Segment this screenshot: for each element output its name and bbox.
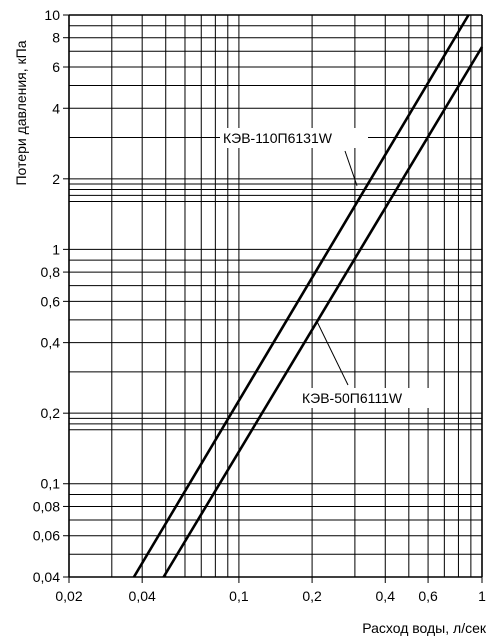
x-tick-label: 0,2 xyxy=(302,588,322,604)
y-tick-label: 4 xyxy=(52,100,60,116)
y-tick-label: 0,4 xyxy=(41,335,61,351)
y-tick-label: 10 xyxy=(44,7,60,23)
y-axis-title: Потери давления, кПа xyxy=(13,40,29,185)
y-tick-label: 6 xyxy=(52,59,60,75)
x-axis-title: Расход воды, л/сек xyxy=(362,620,487,636)
x-tick-label: 0,1 xyxy=(229,588,249,604)
series-line-2 xyxy=(162,46,484,578)
x-tick-label: 0,6 xyxy=(418,588,438,604)
annotation-bg xyxy=(298,388,438,408)
y-tick-label: 0,1 xyxy=(41,476,61,492)
grid xyxy=(68,14,483,578)
y-tick-label: 0,6 xyxy=(41,293,61,309)
series-label-1: КЭВ-110П6131W xyxy=(223,130,333,146)
y-tick-label: 0,04 xyxy=(33,569,60,585)
y-tick-label: 2 xyxy=(52,171,60,187)
x-tick-label: 0,4 xyxy=(376,588,396,604)
y-tick-label: 0,2 xyxy=(41,405,61,421)
annotation-leader xyxy=(344,150,358,186)
y-tick-label: 0,8 xyxy=(41,264,61,280)
x-tick-label: 0,04 xyxy=(129,588,156,604)
x-tick-label: 1 xyxy=(478,588,486,604)
annotation-leader xyxy=(316,321,349,386)
tick-labels: 0,04 0,06 0,08 0,1 0,2 0,4 0,6 0,8 1 2 4 6 8 10 0,02 0,… xyxy=(33,7,486,604)
y-tick-label: 0,08 xyxy=(33,498,60,514)
y-tick-label: 8 xyxy=(52,30,60,46)
series-line-1 xyxy=(132,14,470,578)
y-tick-label: 1 xyxy=(52,241,60,257)
annotation-bg xyxy=(220,128,368,148)
series-annotations: КЭВ-110П6131W КЭВ-50П6111W xyxy=(220,128,438,408)
y-tick-label: 0,06 xyxy=(33,528,60,544)
series-label-2: КЭВ-50П6111W xyxy=(302,390,403,406)
x-tick-label: 0,02 xyxy=(55,588,82,604)
series-lines xyxy=(132,14,484,578)
